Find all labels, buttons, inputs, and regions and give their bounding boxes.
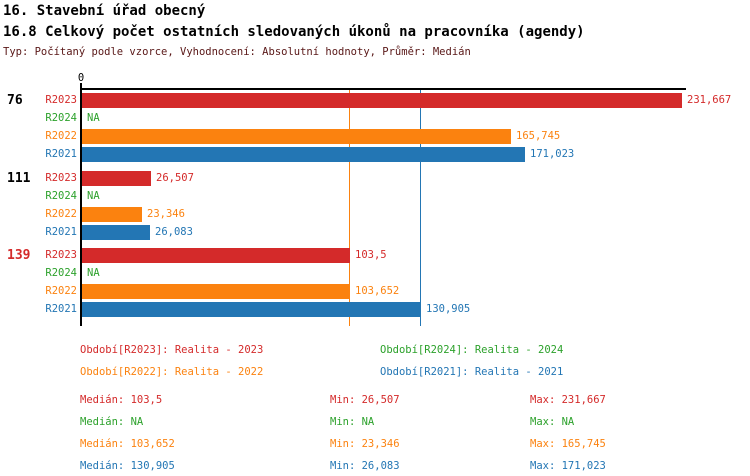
bar-value-label: 171,023 (530, 148, 575, 160)
bar-row-r2022: R2022 103,652 (0, 284, 750, 299)
group-label: 139 (7, 248, 31, 263)
stat-max-r2022: Max: 165,745 (530, 438, 606, 450)
bar-row-r2022: R2022 23,346 (0, 207, 750, 222)
bar-row-r2021: R2021 171,023 (0, 147, 750, 162)
indicator-title: 16.8 Celkový počet ostatních sledovaných… (3, 24, 585, 40)
series-label: R2021 (45, 148, 77, 160)
stat-min-r2024: Min: NA (330, 416, 375, 428)
bar-value-label: 231,667 (687, 94, 732, 106)
bar-value-label: 23,346 (147, 208, 185, 220)
series-label: R2022 (45, 285, 77, 297)
series-label: R2022 (45, 130, 77, 142)
bar (82, 147, 525, 162)
stat-min-r2023: Min: 26,507 (330, 394, 400, 406)
stat-median-r2024: Medián: NA (80, 416, 144, 428)
bar-group-76: 76 R2023 231,667 R2024 NA R2022 165,745 R2021 17… (0, 93, 750, 162)
bar-value-label: NA (87, 112, 100, 124)
bar-row-r2024: R2024 NA (0, 266, 750, 281)
median-reference-line-r2021 (420, 90, 421, 326)
series-label: R2024 (45, 267, 77, 279)
median-reference-line-r2022 (349, 90, 350, 326)
bar (82, 129, 511, 144)
bar (82, 93, 682, 108)
legend-item-r2022: Období[R2022]: Realita - 2022 (80, 366, 264, 378)
series-label: R2024 (45, 112, 77, 124)
y-axis-line (80, 83, 82, 326)
page-title: 16. Stavební úřad obecný (3, 3, 206, 19)
series-label: R2022 (45, 208, 77, 220)
bar (82, 225, 150, 240)
grouped-bar-chart: 0 76 R2023 231,667 R2024 NA R2022 165,745 R2021… (0, 72, 750, 326)
stat-max-r2024: Max: NA (530, 416, 575, 428)
stat-max-r2021: Max: 171,023 (530, 460, 606, 472)
series-label: R2024 (45, 190, 77, 202)
series-label: R2023 (45, 172, 77, 184)
legend-item-r2024: Období[R2024]: Realita - 2024 (380, 344, 564, 356)
bar (82, 284, 350, 299)
x-axis-line (80, 88, 686, 90)
stat-median-r2022: Medián: 103,652 (80, 438, 175, 450)
bar-row-r2023: R2023 103,5 (0, 248, 750, 263)
bar (82, 248, 350, 263)
stat-median-r2021: Medián: 130,905 (80, 460, 175, 472)
stat-min-r2021: Min: 26,083 (330, 460, 400, 472)
bar-row-r2023: R2023 231,667 (0, 93, 750, 108)
bar (82, 207, 142, 222)
bar-row-r2021: R2021 26,083 (0, 225, 750, 240)
stat-median-r2023: Medián: 103,5 (80, 394, 163, 406)
bar-value-label: 26,507 (156, 172, 194, 184)
bar-group-139: 139 R2023 103,5 R2024 NA R2022 103,652 R2021 130… (0, 248, 750, 317)
bar-value-label: 103,5 (355, 249, 387, 261)
axis-zero-tick-label: 0 (77, 72, 85, 84)
series-label: R2021 (45, 226, 77, 238)
bar-value-label: NA (87, 190, 100, 202)
bar (82, 171, 151, 186)
bar-value-label: NA (87, 267, 100, 279)
bar-row-r2024: R2024 NA (0, 111, 750, 126)
series-label: R2021 (45, 303, 77, 315)
group-label: 76 (7, 93, 23, 108)
legend-item-r2023: Období[R2023]: Realita - 2023 (80, 344, 264, 356)
group-label: 111 (7, 171, 31, 186)
stat-max-r2023: Max: 231,667 (530, 394, 606, 406)
legend-item-r2021: Období[R2021]: Realita - 2021 (380, 366, 564, 378)
bar-group-111: 111 R2023 26,507 R2024 NA R2022 23,346 R2021 26,… (0, 171, 750, 240)
bar-row-r2021: R2021 130,905 (0, 302, 750, 317)
bar-row-r2024: R2024 NA (0, 189, 750, 204)
bar-value-label: 26,083 (155, 226, 193, 238)
indicator-meta-line: Typ: Počítaný podle vzorce, Vyhodnocení:… (3, 46, 471, 58)
bar-value-label: 165,745 (516, 130, 561, 142)
bar-row-r2022: R2022 165,745 (0, 129, 750, 144)
stat-min-r2022: Min: 23,346 (330, 438, 400, 450)
bar (82, 302, 421, 317)
series-label: R2023 (45, 94, 77, 106)
bar-value-label: 130,905 (426, 303, 471, 315)
series-label: R2023 (45, 249, 77, 261)
bar-row-r2023: R2023 26,507 (0, 171, 750, 186)
bar-value-label: 103,652 (355, 285, 400, 297)
